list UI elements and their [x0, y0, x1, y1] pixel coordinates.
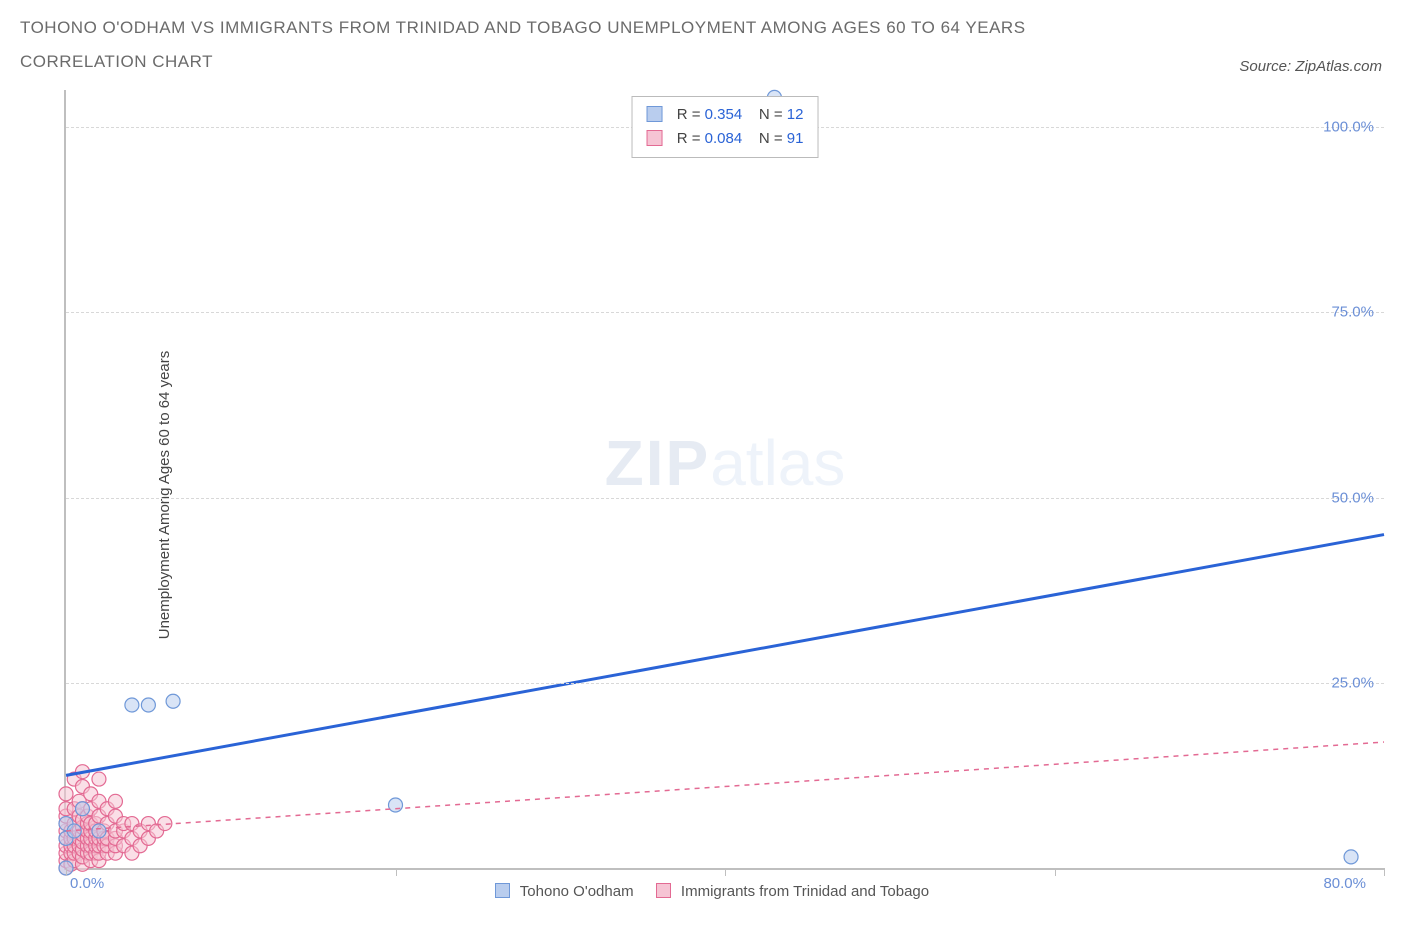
plot-area: ZIPatlas R = 0.354 N = 12 R = 0.084 N = … — [64, 90, 1384, 870]
x-tick — [1384, 868, 1385, 876]
legend-swatch-tohono — [647, 106, 663, 122]
chart-title-line1: TOHONO O'ODHAM VS IMMIGRANTS FROM TRINID… — [20, 18, 1406, 38]
point-trinidad — [59, 787, 73, 801]
legend-r-prefix: R = — [677, 106, 705, 123]
point-tohono — [1344, 850, 1358, 864]
legend-row-tohono: R = 0.354 N = 12 — [647, 103, 804, 127]
bottom-swatch-tohono — [495, 883, 510, 898]
gridline — [66, 498, 1384, 499]
legend-n-trinidad: 91 — [787, 130, 804, 147]
y-tick-label: 100.0% — [1323, 119, 1374, 136]
legend-n-tohono: 12 — [787, 106, 804, 123]
chart-title-line2: CORRELATION CHART — [20, 52, 1406, 72]
point-tohono — [75, 802, 89, 816]
scatter-svg-layer — [66, 90, 1384, 868]
y-tick-label: 25.0% — [1331, 674, 1374, 691]
point-tohono — [166, 694, 180, 708]
gridline — [66, 312, 1384, 313]
legend-r-trinidad: 0.084 — [705, 130, 743, 147]
legend-n-prefix: N = — [759, 130, 787, 147]
point-tohono — [141, 698, 155, 712]
point-tohono — [125, 698, 139, 712]
x-tick — [725, 868, 726, 876]
correlation-legend: R = 0.354 N = 12 R = 0.084 N = 91 — [632, 96, 819, 158]
chart-container: Unemployment Among Ages 60 to 64 years Z… — [20, 90, 1386, 900]
point-tohono — [389, 798, 403, 812]
bottom-legend-tohono: Tohono O'odham — [520, 883, 634, 900]
bottom-legend: Tohono O'odham Immigrants from Trinidad … — [20, 883, 1386, 900]
bottom-legend-trinidad: Immigrants from Trinidad and Tobago — [681, 883, 929, 900]
source-prefix: Source: — [1239, 58, 1295, 75]
source-name: ZipAtlas.com — [1295, 58, 1382, 75]
trendline-tohono — [66, 535, 1384, 776]
x-tick — [1055, 868, 1056, 876]
legend-swatch-trinidad — [647, 130, 663, 146]
x-tick — [66, 868, 67, 876]
x-tick — [396, 868, 397, 876]
trendline-trinidad — [66, 742, 1384, 831]
legend-n-prefix: N = — [759, 106, 787, 123]
legend-r-prefix: R = — [677, 130, 705, 147]
gridline — [66, 683, 1384, 684]
point-trinidad — [92, 772, 106, 786]
point-trinidad — [108, 794, 122, 808]
source-credit: Source: ZipAtlas.com — [1239, 58, 1382, 75]
legend-row-trinidad: R = 0.084 N = 91 — [647, 127, 804, 151]
point-tohono — [92, 824, 106, 838]
bottom-swatch-trinidad — [656, 883, 671, 898]
y-tick-label: 50.0% — [1331, 489, 1374, 506]
legend-r-tohono: 0.354 — [705, 106, 743, 123]
y-tick-label: 75.0% — [1331, 304, 1374, 321]
